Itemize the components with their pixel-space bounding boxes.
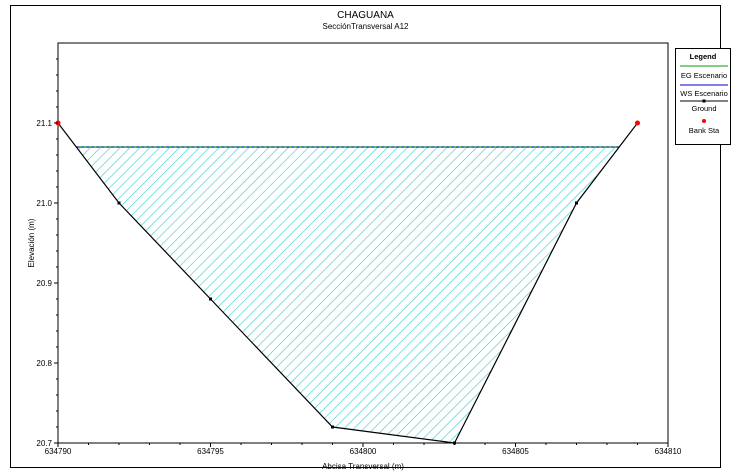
y-tick-label: 20.7 (36, 439, 52, 448)
x-tick-label: 634795 (197, 447, 224, 456)
x-tick-label: 634805 (502, 447, 529, 456)
y-tick-label: 21.1 (36, 119, 52, 128)
legend-item-ground: Ground (691, 104, 717, 113)
water-fill-area (76, 147, 620, 443)
ground-point (117, 201, 121, 205)
x-axis-label: Abcisa Transversal (m) (322, 462, 404, 471)
legend-title: Legend (689, 52, 717, 61)
legend-ground-marker (702, 99, 706, 103)
x-tick-label: 634800 (350, 447, 377, 456)
ground-point (575, 201, 578, 205)
x-tick-label: 634790 (45, 447, 72, 456)
y-tick-label: 20.9 (36, 279, 52, 288)
legend-item-ws: WS Escenario (680, 89, 728, 98)
ground-point (209, 297, 212, 301)
legend-item-eg: EG Escenario (680, 71, 728, 80)
bank-station-point (635, 120, 640, 126)
y-axis-label: Elevación (m) (27, 218, 36, 267)
ground-point (331, 425, 334, 429)
x-tick-label: 634810 (655, 447, 682, 456)
legend: Legend EG Escenario WS Escenario Ground … (675, 48, 731, 145)
chart-title: CHAGUANA (337, 10, 394, 21)
y-tick-label: 20.8 (36, 359, 52, 368)
legend-bank-marker (702, 119, 706, 123)
legend-item-bank: Bank Sta (688, 126, 720, 135)
chart-frame (10, 5, 721, 468)
y-tick-label: 21.0 (36, 199, 52, 208)
chart-subtitle: SecciónTransversal A12 (322, 22, 409, 31)
legend-swatches (680, 65, 728, 123)
